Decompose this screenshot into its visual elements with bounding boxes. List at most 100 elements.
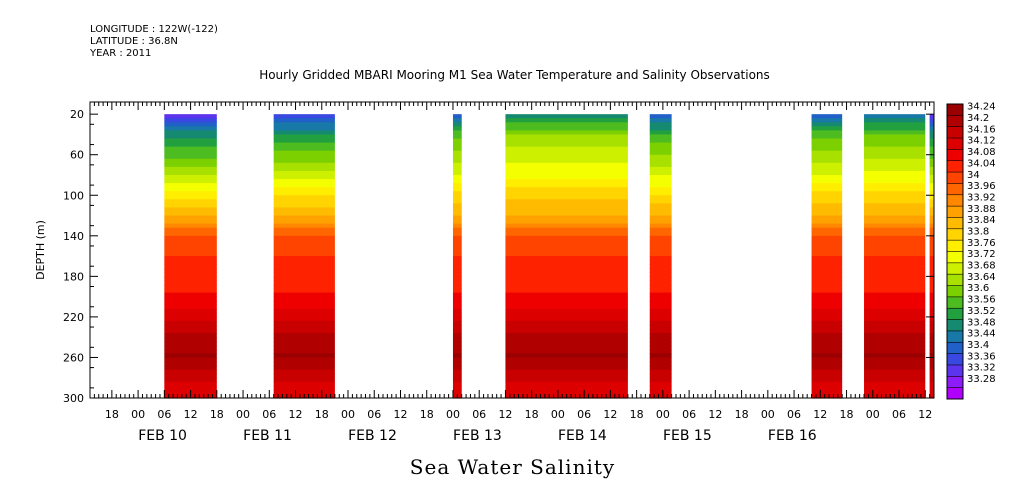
heatmap-cell (811, 207, 843, 213)
heatmap-cell (164, 227, 217, 233)
heatmap-cell (864, 227, 926, 233)
heatmap-cell (273, 126, 335, 131)
heatmap-cell (811, 365, 843, 371)
heatmap-cell (452, 325, 462, 330)
heatmap-cell (811, 223, 843, 229)
heatmap-cell (273, 260, 335, 265)
heatmap-cell (452, 138, 462, 144)
heatmap-cell (452, 308, 462, 314)
heatmap-cell (864, 211, 926, 217)
heatmap-cell (811, 292, 843, 298)
heatmap-cell (864, 345, 926, 350)
heatmap-cell (929, 349, 934, 354)
heatmap-cell (164, 369, 217, 375)
heatmap-cell (929, 227, 934, 233)
heatmap-cell (864, 199, 926, 204)
heatmap-cell (505, 154, 628, 160)
heatmap-cell (649, 134, 672, 140)
x-tick-label: 18 (210, 408, 224, 421)
colorbar: 34.2434.234.1634.1234.0834.043433.9633.9… (946, 102, 996, 400)
heatmap-cell (505, 195, 628, 200)
heatmap-cell (811, 199, 843, 204)
heatmap-cell (929, 304, 934, 310)
heatmap-cell (164, 134, 217, 140)
heatmap-cell (929, 118, 934, 123)
x-day-label: FEB 13 (453, 428, 502, 444)
heatmap-cell (164, 341, 217, 346)
heatmap-cell (864, 369, 926, 375)
heatmap-cell (505, 252, 628, 257)
heatmap-cell (505, 304, 628, 310)
heatmap-cell (164, 325, 217, 330)
heatmap-cell (452, 203, 462, 209)
heatmap-cell (164, 329, 217, 334)
heatmap-cell (649, 320, 672, 326)
heatmap-cell (649, 292, 672, 298)
heatmap-cell (452, 199, 462, 204)
heatmap-cell (273, 158, 335, 164)
x-day-label: FEB 11 (243, 428, 292, 444)
heatmap-cell (273, 195, 335, 200)
heatmap-cell (452, 284, 462, 290)
heatmap-cell (649, 300, 672, 306)
heatmap-cell (811, 162, 843, 168)
metadata-block: LONGITUDE : 122W(-122) LATITUDE : 36.8N … (90, 24, 218, 60)
colorbar-label: 33.36 (967, 351, 996, 362)
heatmap-cell (811, 325, 843, 330)
heatmap-cell (273, 312, 335, 318)
heatmap-cell (649, 345, 672, 350)
heatmap-cell (811, 377, 843, 383)
heatmap-cell (505, 268, 628, 273)
heatmap-cell (811, 369, 843, 375)
heatmap-cell (452, 337, 462, 342)
heatmap-cell (505, 345, 628, 350)
heatmap-cell (273, 235, 335, 241)
x-tick-label: 12 (184, 408, 198, 421)
x-tick-label: 06 (262, 408, 276, 421)
heatmap-cell (164, 187, 217, 192)
heatmap-cell (452, 130, 462, 136)
heatmap-cell (811, 333, 843, 338)
heatmap-cell (452, 146, 462, 152)
heatmap-cell (164, 154, 217, 160)
heatmap-cell (811, 361, 843, 367)
heatmap-cell (811, 393, 843, 399)
heatmap-cell (505, 288, 628, 294)
heatmap-cell (811, 235, 843, 241)
data-segment (649, 114, 672, 399)
heatmap-cell (929, 195, 934, 200)
heatmap-cell (864, 183, 926, 188)
heatmap-cell (164, 162, 217, 168)
heatmap-cell (164, 304, 217, 310)
heatmap-cell (164, 377, 217, 383)
heatmap-cell (273, 207, 335, 213)
heatmap-cell (929, 158, 934, 164)
heatmap-cell (164, 357, 217, 363)
heatmap-cell (649, 166, 672, 172)
y-axis: 20 60 100 140 180 220 260 300 (63, 108, 934, 405)
x-tick-label: 18 (840, 408, 854, 421)
heatmap-cell (452, 166, 462, 172)
heatmap-cell (929, 268, 934, 273)
heatmap-cell (452, 329, 462, 334)
heatmap-cell (811, 256, 843, 261)
heatmap-cell (452, 215, 462, 221)
heatmap-cell (505, 385, 628, 391)
heatmap-cell (929, 146, 934, 152)
heatmap-cell (164, 223, 217, 229)
colorbar-swatch (947, 319, 963, 332)
heatmap-cell (273, 316, 335, 322)
heatmap-cell (164, 243, 217, 249)
heatmap-cell (649, 203, 672, 209)
heatmap-cell (929, 316, 934, 322)
heatmap-cell (811, 385, 843, 391)
heatmap-cell (273, 268, 335, 273)
heatmap-cell (505, 264, 628, 269)
heatmap-cell (164, 337, 217, 342)
heatmap-cell (864, 158, 926, 164)
heatmap-cell (505, 325, 628, 330)
data-segment (505, 114, 628, 399)
heatmap-cell (452, 235, 462, 241)
heatmap-cell (811, 154, 843, 160)
colorbar-swatch (947, 387, 963, 400)
